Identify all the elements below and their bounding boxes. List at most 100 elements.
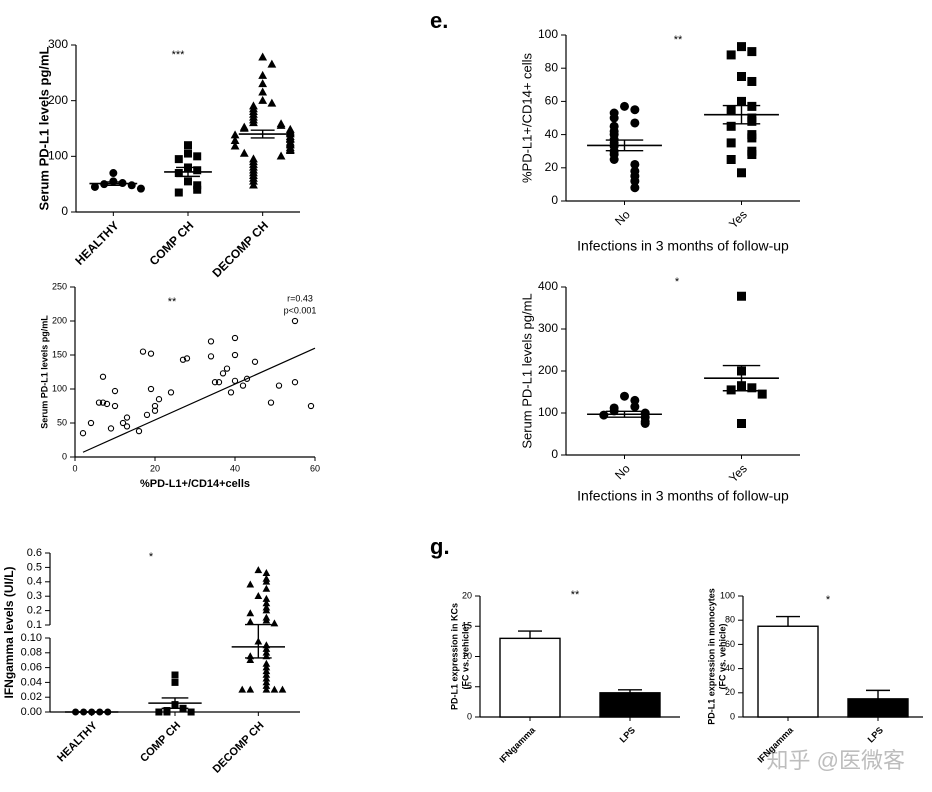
annotation: **	[571, 589, 580, 601]
y-tick-label: 0.10	[21, 632, 42, 644]
dot	[630, 176, 640, 186]
y-tick-label: 20	[725, 687, 735, 697]
y-tick-label: 0	[61, 204, 68, 218]
dot	[640, 419, 650, 428]
point	[147, 385, 155, 393]
dot	[258, 70, 268, 79]
dot	[726, 155, 736, 164]
y-axis-title: %PD-L1+/CD14+ cells	[519, 52, 534, 183]
dot	[262, 674, 271, 682]
point	[223, 365, 231, 372]
dot	[747, 101, 757, 111]
bar	[599, 692, 661, 718]
point	[251, 358, 259, 365]
bar	[847, 698, 909, 718]
y-tick-label: 100	[538, 27, 558, 41]
dot	[267, 59, 277, 68]
y-tick-label: 40	[545, 127, 559, 141]
y-tick-label: 300	[538, 321, 558, 335]
y-tick-label: 60	[725, 639, 735, 649]
y-axis-title: (FC vs. vehicle)	[717, 623, 727, 689]
point	[155, 396, 163, 403]
dot	[254, 566, 263, 574]
x-tick-label: LPS	[866, 725, 885, 744]
point	[139, 348, 147, 355]
dot	[276, 151, 286, 160]
y-tick-label: 0.06	[21, 662, 42, 674]
annotation: *	[675, 276, 680, 288]
point	[119, 419, 127, 427]
point	[231, 351, 239, 359]
dot	[193, 166, 202, 175]
dot	[609, 113, 619, 123]
point	[307, 402, 315, 410]
panel-label: e.	[430, 8, 448, 33]
dot	[262, 685, 271, 693]
dot	[267, 98, 277, 107]
dot	[747, 47, 757, 57]
dot	[747, 133, 757, 143]
point	[111, 387, 119, 395]
y-tick-label: 100	[538, 405, 558, 419]
y-tick-label: 0.4	[27, 576, 42, 588]
dot	[249, 180, 258, 189]
dot	[254, 592, 263, 599]
dot	[262, 568, 271, 576]
dot	[278, 685, 287, 693]
y-axis-title: Serum PD-L1 levels pg/mL	[39, 315, 49, 429]
y-tick-label: 400	[538, 279, 558, 293]
x-tick-label: 60	[310, 463, 320, 473]
dot	[90, 182, 99, 191]
y-tick-label: 0.08	[21, 647, 42, 659]
x-tick-label: No	[612, 207, 633, 228]
dot	[109, 169, 118, 178]
y-tick-label: 200	[52, 315, 67, 325]
dot	[620, 101, 629, 111]
x-tick-label: COMP CH	[138, 720, 183, 765]
x-tick-label: HEALTHY	[72, 218, 121, 267]
dot	[262, 644, 271, 652]
dot	[246, 617, 255, 625]
y-tick-label: 100	[720, 590, 735, 600]
dot	[184, 141, 192, 150]
dot	[258, 52, 268, 61]
dot	[127, 181, 136, 190]
y-tick-label: 0	[730, 711, 735, 721]
x-tick-label: Yes	[726, 207, 750, 231]
bar	[499, 637, 561, 718]
y-tick-label: 150	[52, 349, 67, 359]
dot	[187, 708, 195, 716]
x-tick-label: HEALTHY	[55, 719, 100, 764]
y-tick-label: 300	[48, 37, 68, 51]
dot	[630, 183, 640, 193]
y-tick-label: 0.04	[21, 676, 42, 688]
y-tick-label: 0.3	[27, 590, 42, 602]
y-tick-label: 100	[48, 149, 68, 163]
dot	[230, 130, 240, 139]
point	[151, 407, 159, 414]
point	[99, 399, 107, 406]
dot	[155, 708, 163, 716]
x-tick-label: Yes	[726, 461, 750, 485]
dot	[270, 685, 279, 693]
y-tick-label: 0	[62, 451, 67, 461]
dot	[630, 159, 640, 169]
y-tick-label: 0.1	[27, 619, 42, 631]
point	[95, 399, 103, 406]
dot	[609, 155, 619, 164]
dot	[249, 118, 258, 127]
y-tick-label: 80	[725, 615, 735, 625]
dot	[262, 606, 271, 614]
dot	[620, 391, 629, 401]
point	[179, 356, 187, 363]
y-axis-title: Serum PD-L1 levels pg/mL	[36, 46, 51, 210]
dot	[262, 663, 271, 671]
dot	[737, 291, 746, 301]
dot	[747, 116, 757, 126]
x-tick-label: DECOMP CH	[209, 218, 271, 280]
dot	[262, 670, 271, 678]
point	[79, 430, 87, 437]
y-tick-label: 100	[52, 383, 67, 393]
dot	[136, 184, 145, 193]
point	[147, 350, 155, 357]
